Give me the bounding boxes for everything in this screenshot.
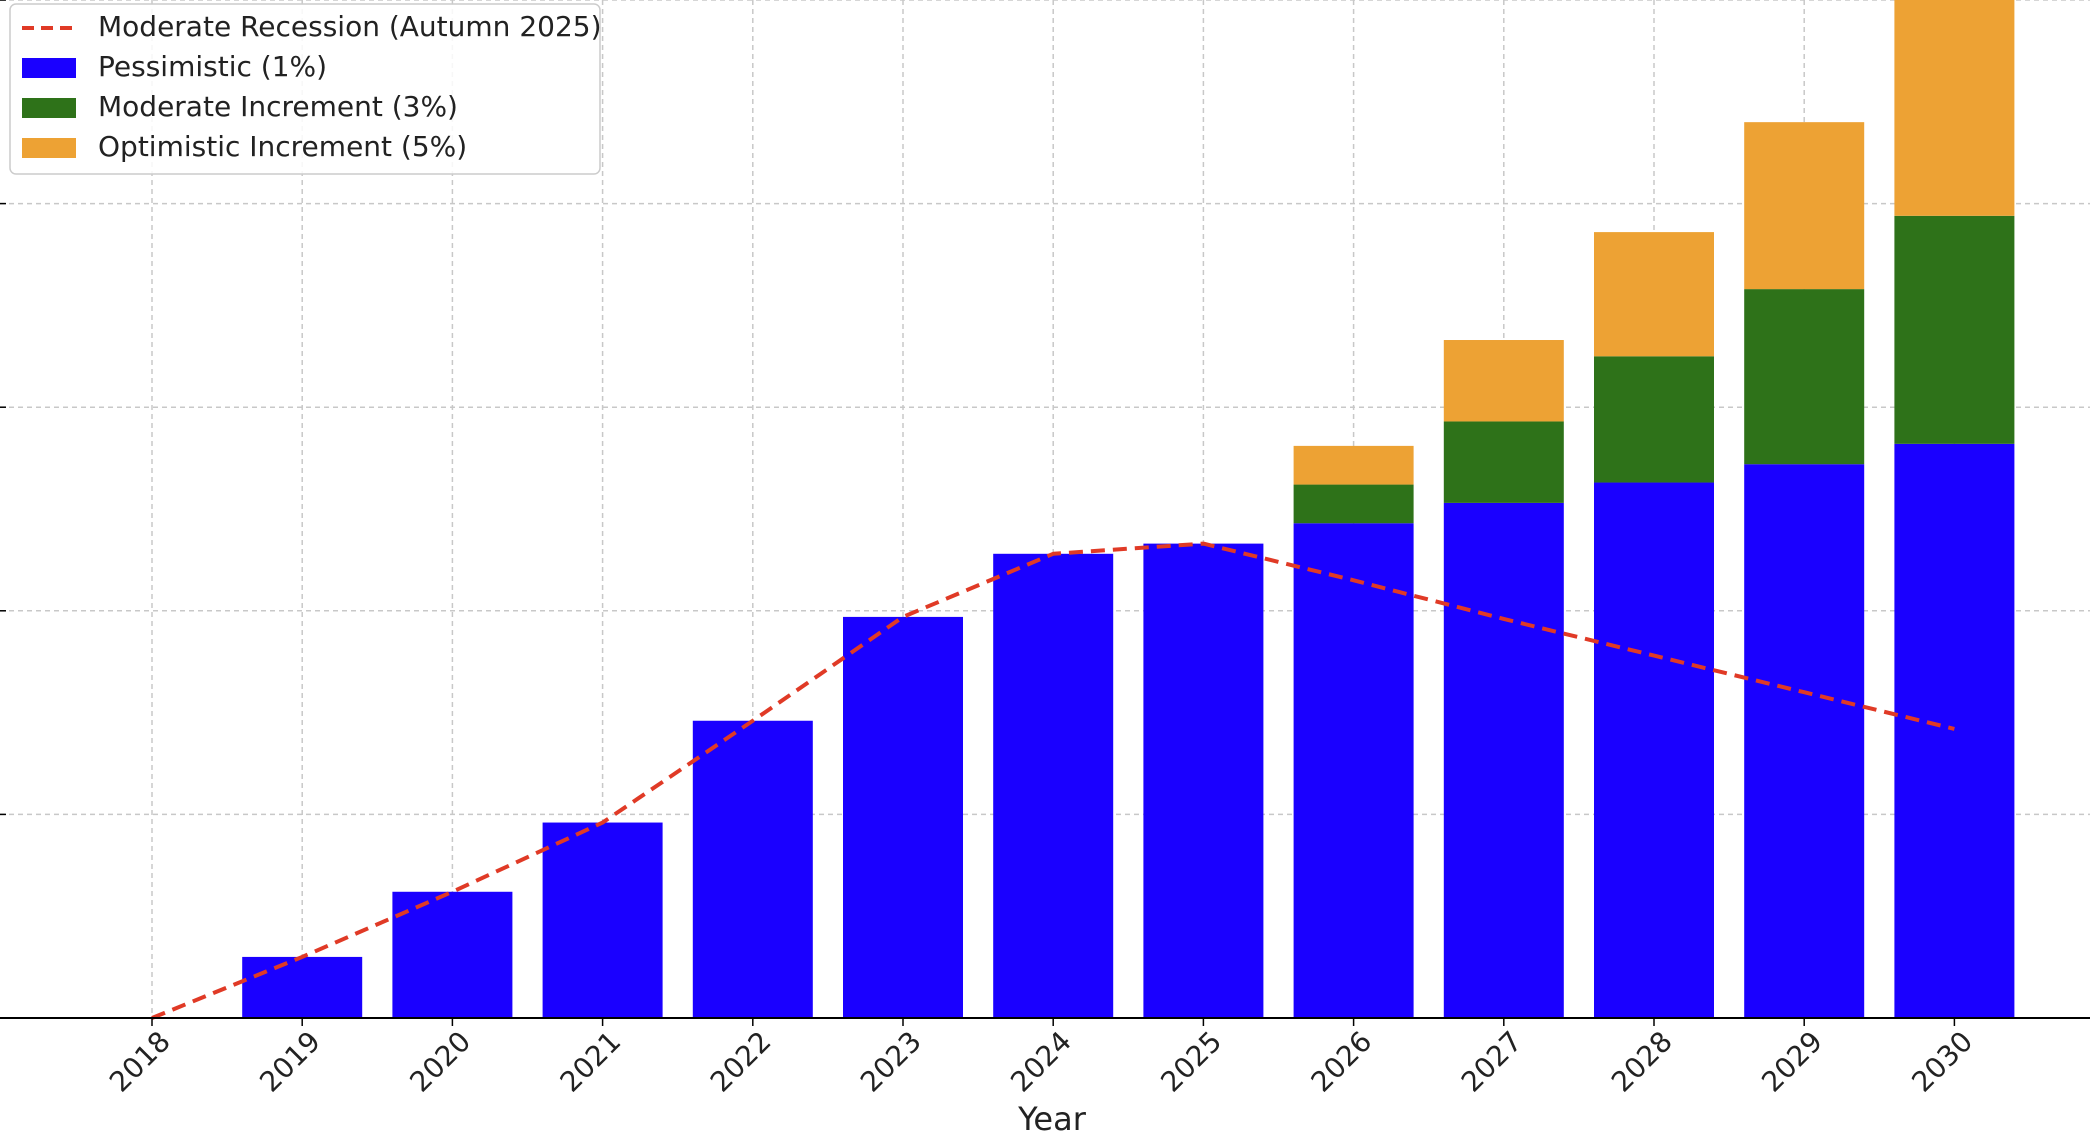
x-tick-label: 2026 — [1305, 1025, 1379, 1099]
bar-segment — [392, 891, 513, 1018]
axes — [0, 0, 2090, 1026]
x-tick-labels: 2018 2019 2020 2021 2022 2023 2024 2025 2026 2027… — [103, 1025, 1979, 1099]
bar-segment — [1594, 356, 1714, 483]
bar-segment — [1744, 464, 1865, 1018]
x-tick-label: 2025 — [1154, 1025, 1228, 1099]
x-tick-label: 2024 — [1004, 1025, 1078, 1099]
bar-segment — [1894, 0, 2015, 216]
bar-segment — [1443, 340, 1564, 422]
legend-label: Moderate Recession (Autumn 2025) — [98, 10, 602, 43]
bar-segment — [242, 956, 363, 1018]
x-tick-label: 2022 — [704, 1025, 778, 1099]
bar-segment — [1443, 502, 1564, 1019]
bar-segment — [1894, 215, 2015, 444]
bar-segment — [542, 822, 663, 1018]
x-tick-label: 2030 — [1905, 1025, 1979, 1099]
bar-segment — [1594, 482, 1714, 1019]
bar-segment — [993, 553, 1114, 1018]
x-tick-label: 2027 — [1455, 1025, 1529, 1099]
x-tick-label: 2028 — [1605, 1025, 1679, 1099]
legend-label: Optimistic Increment (5%) — [98, 130, 467, 163]
x-tick-label: 2019 — [253, 1025, 327, 1099]
bar-segment — [1894, 443, 2015, 1018]
bar-segment — [692, 720, 813, 1018]
bars — [242, 0, 2015, 1019]
legend: Moderate Recession (Autumn 2025) Pessimis… — [9, 3, 602, 175]
legend-patch-swatch — [22, 98, 76, 118]
bar-segment — [1293, 445, 1414, 485]
bar-segment — [1594, 232, 1714, 357]
bar-segment — [1744, 289, 1865, 465]
x-axis-title: Year — [1017, 1100, 1087, 1138]
recession-line-group — [151, 541, 1955, 1020]
x-tick-label: 2023 — [854, 1025, 928, 1099]
legend-label: Moderate Increment (3%) — [98, 90, 458, 123]
legend-label: Pessimistic (1%) — [98, 50, 327, 83]
bar-segment — [1293, 484, 1414, 524]
bar-segment — [1744, 122, 1865, 290]
bar-segment — [1293, 523, 1414, 1018]
x-tick-label: 2020 — [403, 1025, 477, 1099]
x-tick-label: 2018 — [103, 1025, 177, 1099]
legend-box — [9, 3, 601, 175]
bar-segment — [1443, 421, 1564, 503]
legend-patch-swatch — [22, 138, 76, 158]
x-tick-label: 2029 — [1755, 1025, 1829, 1099]
x-tick-label: 2021 — [554, 1025, 628, 1099]
recession-line — [151, 541, 1955, 1020]
bar-segment — [843, 616, 963, 1018]
legend-patch-swatch — [22, 58, 76, 78]
bar-segment — [1143, 543, 1264, 1018]
